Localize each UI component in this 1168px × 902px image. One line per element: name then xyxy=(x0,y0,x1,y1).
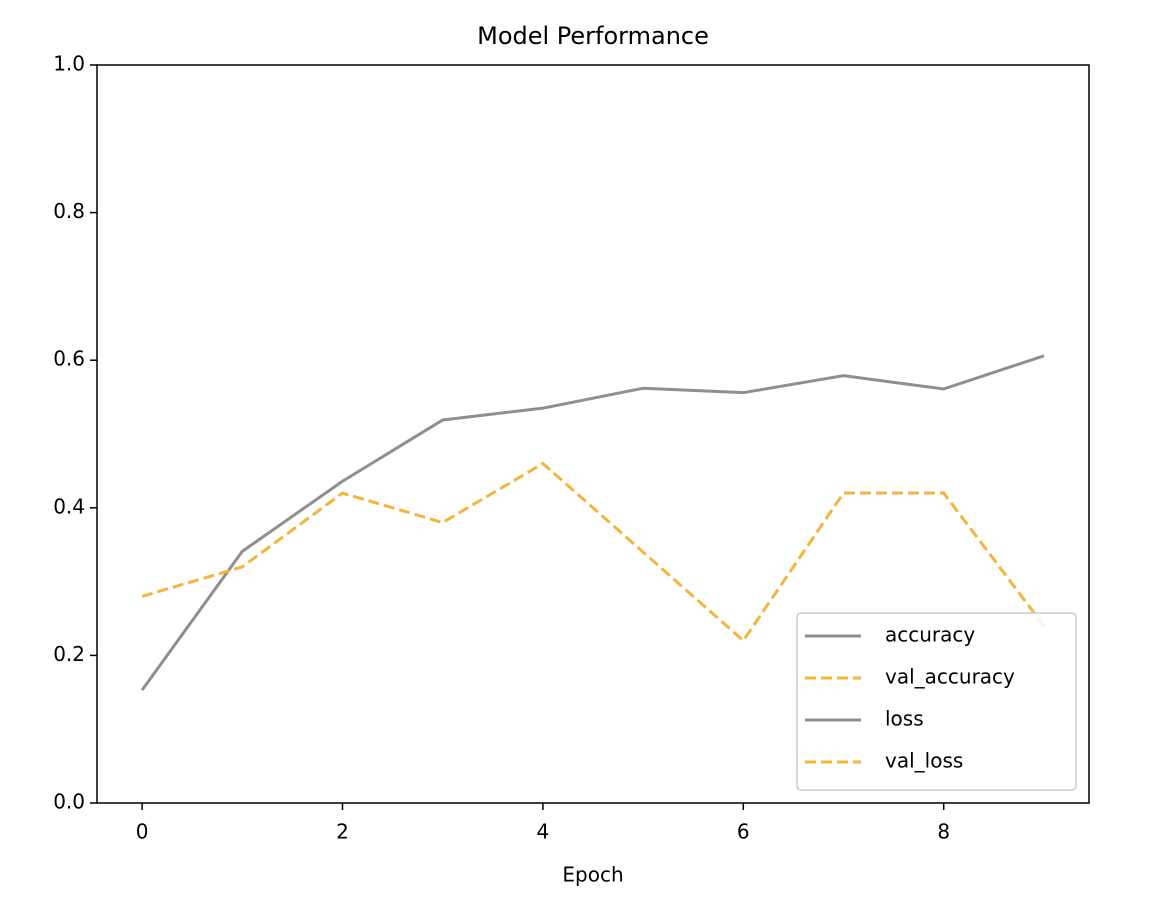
x-tick-label: 8 xyxy=(937,820,950,844)
legend-label: loss xyxy=(885,707,924,731)
y-tick-label: 0.2 xyxy=(53,642,85,666)
legend-label: accuracy xyxy=(885,623,975,647)
line-series xyxy=(141,461,1046,643)
x-axis-label: Epoch xyxy=(562,863,623,887)
legend-label: val_loss xyxy=(885,749,963,773)
y-tick-label: 0.6 xyxy=(53,347,85,371)
x-tick-label: 0 xyxy=(136,820,149,844)
x-tick-label: 6 xyxy=(737,820,750,844)
axes-frame xyxy=(96,64,1090,804)
y-tick-label: 0.8 xyxy=(53,199,85,223)
legend-label: val_accuracy xyxy=(885,665,1015,689)
y-tick-label: 1.0 xyxy=(53,52,85,76)
line-series xyxy=(140,354,1045,691)
legend-box xyxy=(796,612,1077,791)
y-tick-label: 0.4 xyxy=(53,494,85,518)
x-tick-label: 4 xyxy=(537,820,550,844)
chart-title: Model Performance xyxy=(477,22,709,50)
y-tick-label: 0.0 xyxy=(53,790,85,814)
x-tick-label: 2 xyxy=(336,820,349,844)
plot-area xyxy=(140,354,1046,691)
